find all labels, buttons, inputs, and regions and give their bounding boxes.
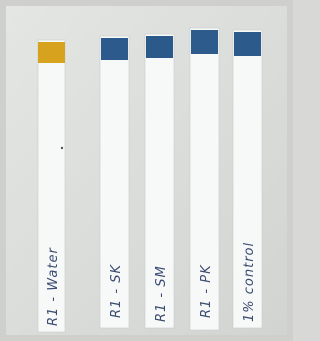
strip-label: R1 - Water [46,247,61,326]
test-pad [146,36,173,58]
strip-label: R1 - PK [199,264,214,318]
test-pad [38,42,65,63]
strip-label: 1% control [242,242,257,322]
test-pad [191,30,218,54]
page: R1 - Water R1 - SK R1 - SM R1 - PK 1% co… [0,0,293,341]
strip-label: R1 - SK [109,263,124,318]
test-pad [101,38,128,60]
test-pad [234,32,261,56]
photo: R1 - Water R1 - SK R1 - SM R1 - PK 1% co… [0,0,293,341]
strip-label: R1 - SM [154,265,169,322]
